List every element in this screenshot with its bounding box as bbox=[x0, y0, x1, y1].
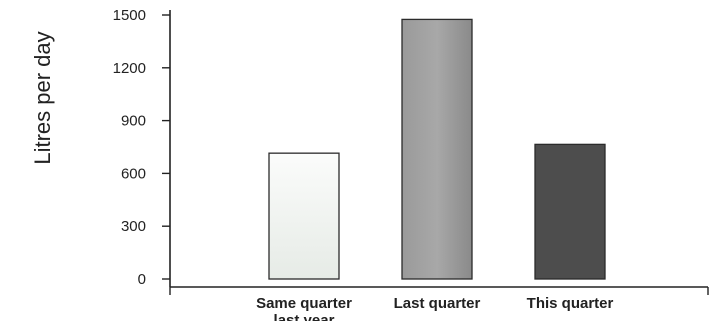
y-tick-label: 600 bbox=[121, 165, 146, 182]
y-tick-label: 1500 bbox=[113, 7, 146, 24]
bars bbox=[268, 18, 606, 280]
y-axis-ticks: 0 300 600 900 1200 1500 bbox=[113, 7, 170, 288]
bar bbox=[268, 152, 340, 280]
x-axis-labels: Same quarter last year Last quarter This qu… bbox=[256, 295, 613, 321]
y-tick-label: 300 bbox=[121, 218, 146, 235]
y-tick-label: 1200 bbox=[113, 60, 146, 77]
y-axis-title: Litres per day bbox=[30, 31, 55, 164]
x-category-label: Last quarter bbox=[394, 295, 481, 312]
bar bbox=[534, 143, 606, 280]
bar bbox=[401, 18, 473, 280]
y-tick-label: 0 bbox=[138, 271, 146, 288]
x-category-label: Same quarter last year bbox=[256, 295, 352, 321]
y-tick-label: 900 bbox=[121, 113, 146, 130]
x-category-label: This quarter bbox=[527, 295, 614, 312]
